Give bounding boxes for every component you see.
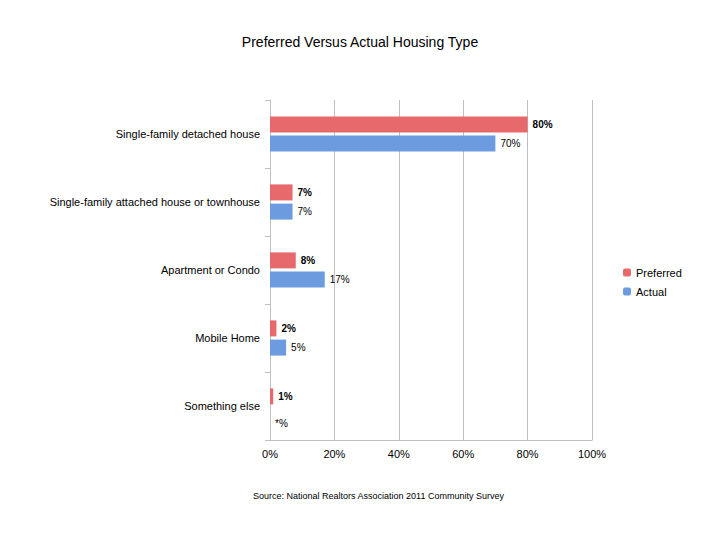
svg-text:60%: 60% bbox=[452, 448, 474, 460]
svg-text:*%: *% bbox=[275, 418, 288, 429]
svg-text:Single-family detached house: Single-family detached house bbox=[116, 128, 260, 140]
svg-text:Actual: Actual bbox=[636, 286, 667, 298]
svg-text:20%: 20% bbox=[323, 448, 345, 460]
svg-text:Single-family attached house o: Single-family attached house or townhous… bbox=[50, 196, 260, 208]
svg-text:7%: 7% bbox=[298, 206, 313, 217]
svg-text:8%: 8% bbox=[301, 255, 316, 266]
svg-text:0%: 0% bbox=[262, 448, 278, 460]
svg-text:17%: 17% bbox=[330, 274, 350, 285]
svg-text:Something else: Something else bbox=[184, 400, 260, 412]
svg-text:Source: National Realtors Asso: Source: National Realtors Association 20… bbox=[253, 491, 504, 501]
svg-text:1%: 1% bbox=[278, 391, 293, 402]
svg-text:100%: 100% bbox=[578, 448, 606, 460]
svg-text:Apartment or Condo: Apartment or Condo bbox=[161, 264, 260, 276]
svg-text:2%: 2% bbox=[281, 323, 296, 334]
svg-text:Mobile Home: Mobile Home bbox=[195, 332, 260, 344]
svg-text:Preferred: Preferred bbox=[636, 267, 682, 279]
svg-text:40%: 40% bbox=[388, 448, 410, 460]
svg-text:80%: 80% bbox=[517, 448, 539, 460]
svg-text:Preferred Versus Actual Housin: Preferred Versus Actual Housing Type bbox=[242, 34, 479, 50]
svg-text:7%: 7% bbox=[298, 187, 313, 198]
svg-text:5%: 5% bbox=[291, 342, 306, 353]
svg-text:70%: 70% bbox=[500, 138, 520, 149]
svg-text:80%: 80% bbox=[533, 119, 553, 130]
